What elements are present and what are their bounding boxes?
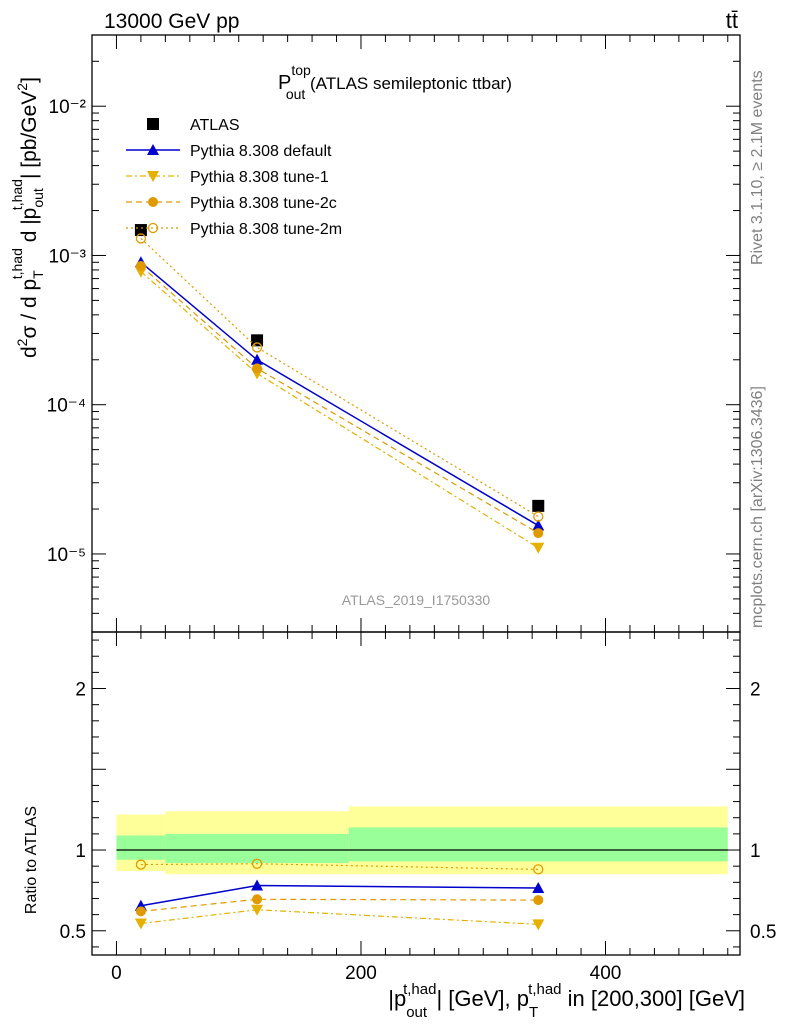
main-point-pythia-8-308-default: [251, 353, 264, 365]
main-point-pythia-8-308-tune-2m: [135, 233, 147, 244]
legend-marker-atlas: [147, 118, 159, 130]
main-point-atlas: [134, 224, 147, 237]
ratio-y-tick-label-right: 1: [750, 841, 761, 862]
main-point-pythia-8-308-tune-2c: [252, 363, 263, 374]
ratio-point-pythia-8-308-tune-2c: [533, 895, 544, 906]
plot-title: Ptop out (ATLAS semileptonic ttbar): [278, 62, 512, 102]
ratio-y-tick-label-right: 0.5: [750, 922, 776, 943]
ratio-point-pythia-8-308-tune-1: [134, 918, 147, 930]
legend-label-pythia-8-308-tune-2c: Pythia 8.308 tune-2c: [190, 195, 337, 212]
main-point-pythia-8-308-tune-1: [532, 542, 545, 554]
legend-label-pythia-8-308-default: Pythia 8.308 default: [190, 143, 332, 160]
legend-item-pythia-8-308-tune-2m: Pythia 8.308 tune-2m: [126, 221, 342, 238]
ratio-panel: 0.5 0.5 1 1 2 2 0 200 400: [60, 631, 776, 984]
legend-label-pythia-8-308-tune-2m: Pythia 8.308 tune-2m: [190, 221, 342, 238]
main-panel: 10⁻² 10⁻³ 10⁻⁴ 10⁻⁵ ATLAS Pythia 8.308 defaul…: [47, 34, 741, 633]
legend-item-atlas: ATLAS: [147, 117, 240, 134]
legend-item-pythia-8-308-default: Pythia 8.308 default: [126, 143, 332, 160]
main-point-pythia-8-308-default: [532, 519, 545, 531]
main-point-pythia-8-308-tune-2c: [533, 528, 544, 539]
legend: ATLAS Pythia 8.308 default Pythia 8.308 tu…: [126, 117, 342, 238]
x-tick-label: 0: [111, 963, 122, 984]
legend-label-atlas: ATLAS: [190, 117, 240, 134]
legend-marker-pythia-8-308-default: [147, 144, 159, 155]
ratio-band-green: [116, 835, 166, 860]
ratio-point-pythia-8-308-tune-1: [532, 919, 545, 931]
ratio-band-green: [348, 827, 728, 862]
mcplots-label: mcplots.cern.ch [arXiv:1306.3436]: [749, 386, 766, 628]
x-tick-label: 200: [345, 963, 377, 984]
ratio-y-tick-label-left: 1: [75, 841, 86, 862]
rivet-version-label: Rivet 3.1.10, ≥ 2.1M events: [749, 70, 766, 265]
legend-marker-pythia-8-308-tune-1: [147, 171, 159, 182]
ratio-point-pythia-8-308-default: [532, 881, 545, 893]
main-y-tick-label: 10⁻²: [49, 97, 87, 118]
plot-title-sub: out: [286, 86, 306, 102]
ratio-line-pythia-8-308-default: [140, 884, 539, 907]
legend-marker-pythia-8-308-tune-2m: [147, 222, 159, 234]
legend-item-pythia-8-308-tune-1: Pythia 8.308 tune-1: [126, 169, 329, 186]
ratio-line-pythia-8-308-tune-2c: [140, 898, 539, 912]
main-point-pythia-8-308-tune-2m: [533, 511, 544, 522]
ratio-y-axis-label: Ratio to ATLAS: [23, 806, 40, 914]
x-tick-label: 400: [590, 963, 622, 984]
ratio-line-pythia-8-308-tune-1: [140, 909, 539, 925]
main-line-pythia-8-308-default: [140, 261, 539, 527]
legend-item-pythia-8-308-tune-2c: Pythia 8.308 tune-2c: [126, 195, 337, 212]
ratio-frame: [91, 631, 741, 956]
legend-label-pythia-8-308-tune-1: Pythia 8.308 tune-1: [190, 169, 329, 186]
ratio-y-tick-label-right: 2: [750, 680, 761, 701]
ratio-line-pythia-8-308-tune-2m: [140, 863, 539, 871]
ratio-point-pythia-8-308-tune-2c: [252, 894, 263, 905]
main-point-pythia-8-308-tune-2c: [135, 260, 146, 271]
main-y-tick-label: 10⁻³: [49, 246, 87, 267]
ratio-point-pythia-8-308-tune-2m: [533, 864, 544, 875]
legend-marker-pythia-8-308-tune-2c: [148, 197, 158, 207]
ratio-point-pythia-8-308-default: [251, 879, 264, 891]
process-label: 13000 GeV pp: [104, 10, 239, 33]
plot-title-sup: top: [291, 62, 311, 78]
ratio-point-pythia-8-308-tune-2m: [135, 859, 147, 870]
analysis-watermark: ATLAS_2019_I1750330: [342, 592, 491, 608]
main-y-tick-label: 10⁻⁵: [47, 545, 86, 566]
main-line-pythia-8-308-tune-2c: [140, 265, 539, 534]
main-y-axis-label: d2σ / d pTt,had d |poutt,had| [pb/GeV2]: [9, 77, 46, 358]
plot-title-main: P: [278, 72, 291, 94]
main-line-pythia-8-308-tune-2m: [140, 238, 539, 518]
ratio-y-tick-label-left: 2: [75, 680, 86, 701]
ratio-point-pythia-8-308-tune-2m: [251, 858, 263, 869]
ratio-band-green: [165, 833, 349, 863]
main-point-atlas: [532, 499, 545, 512]
ratio-point-pythia-8-308-tune-1: [251, 904, 264, 916]
ratio-point-pythia-8-308-tune-2c: [135, 906, 146, 917]
x-axis-label: |poutt,had| [GeV], pTt,had in [200,300] …: [388, 981, 745, 1021]
main-point-pythia-8-308-tune-2m: [251, 342, 263, 353]
final-state-label: tt̄: [726, 8, 738, 33]
ratio-y-tick-label-left: 0.5: [60, 922, 86, 943]
plot-title-rest: (ATLAS semileptonic ttbar): [305, 74, 512, 93]
main-y-tick-label: 10⁻⁴: [47, 396, 86, 417]
